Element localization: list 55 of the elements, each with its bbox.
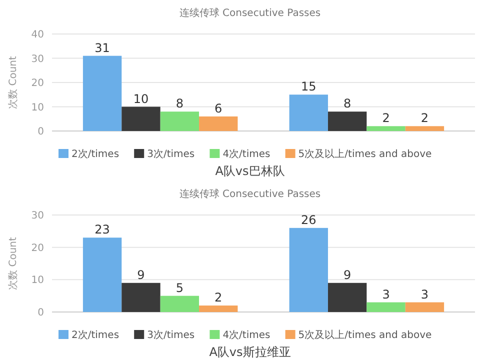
data-label: 5 xyxy=(176,280,184,295)
y-tick-label: 20 xyxy=(31,242,44,254)
bar xyxy=(199,116,238,131)
legend-label: 3次/times xyxy=(147,330,195,341)
data-label: 8 xyxy=(344,96,352,111)
y-tick-label: 20 xyxy=(31,78,44,89)
bar xyxy=(160,112,200,131)
data-label: 3 xyxy=(382,287,390,302)
y-axis-title: 次数 Count xyxy=(8,56,19,109)
bar xyxy=(328,282,367,312)
data-label: 2 xyxy=(420,111,429,126)
legend-label: 5次及以上/times and above xyxy=(298,329,432,341)
text: A队vs巴林队 xyxy=(215,164,285,178)
data-label: 2 xyxy=(382,111,390,126)
y-tick-label: 0 xyxy=(38,308,44,318)
y-tick-label: 40 xyxy=(31,30,44,40)
text: A队vs斯拉维亚 xyxy=(209,345,291,359)
y-axis-title: 次数 Count xyxy=(8,236,19,290)
legend-label: 5次及以上/times and above xyxy=(298,148,432,160)
data-label: 2 xyxy=(214,290,222,305)
data-label: 31 xyxy=(94,40,110,55)
data-label: 6 xyxy=(214,101,222,116)
bar xyxy=(82,238,122,312)
bar xyxy=(366,302,406,312)
bar xyxy=(160,296,200,312)
data-label: 9 xyxy=(344,268,352,282)
bar xyxy=(405,302,444,312)
legend-label: 4次/times xyxy=(222,149,270,160)
data-label: 9 xyxy=(137,268,145,282)
chart-title: 连续传球 Consecutive Passes xyxy=(179,7,321,19)
bar xyxy=(82,56,122,131)
legend-label: 4次/times xyxy=(222,330,270,341)
data-label: 8 xyxy=(176,96,184,111)
y-tick-label: 30 xyxy=(31,210,44,222)
data-label: 15 xyxy=(300,80,316,94)
data-label: 10 xyxy=(133,92,149,106)
bar xyxy=(122,106,160,131)
y-tick-label: 10 xyxy=(31,102,44,114)
bar xyxy=(199,306,238,312)
legend-label: 3次/times xyxy=(147,149,195,160)
legend-label: 2次/times xyxy=(72,330,120,341)
bar xyxy=(122,282,160,312)
y-tick-label: 10 xyxy=(31,275,44,286)
data-label: 23 xyxy=(94,222,110,237)
y-tick-label: 30 xyxy=(31,54,44,65)
y-tick-label: 0 xyxy=(38,126,44,138)
bar xyxy=(366,126,406,131)
chart-title: 连续传球 Consecutive Passes xyxy=(179,188,321,200)
legend-label: 2次/times xyxy=(72,149,120,160)
data-label: 26 xyxy=(300,212,316,227)
bar xyxy=(405,126,444,131)
data-label: 3 xyxy=(420,287,429,302)
bar xyxy=(289,228,328,312)
bar xyxy=(289,94,328,131)
bar xyxy=(328,112,367,131)
